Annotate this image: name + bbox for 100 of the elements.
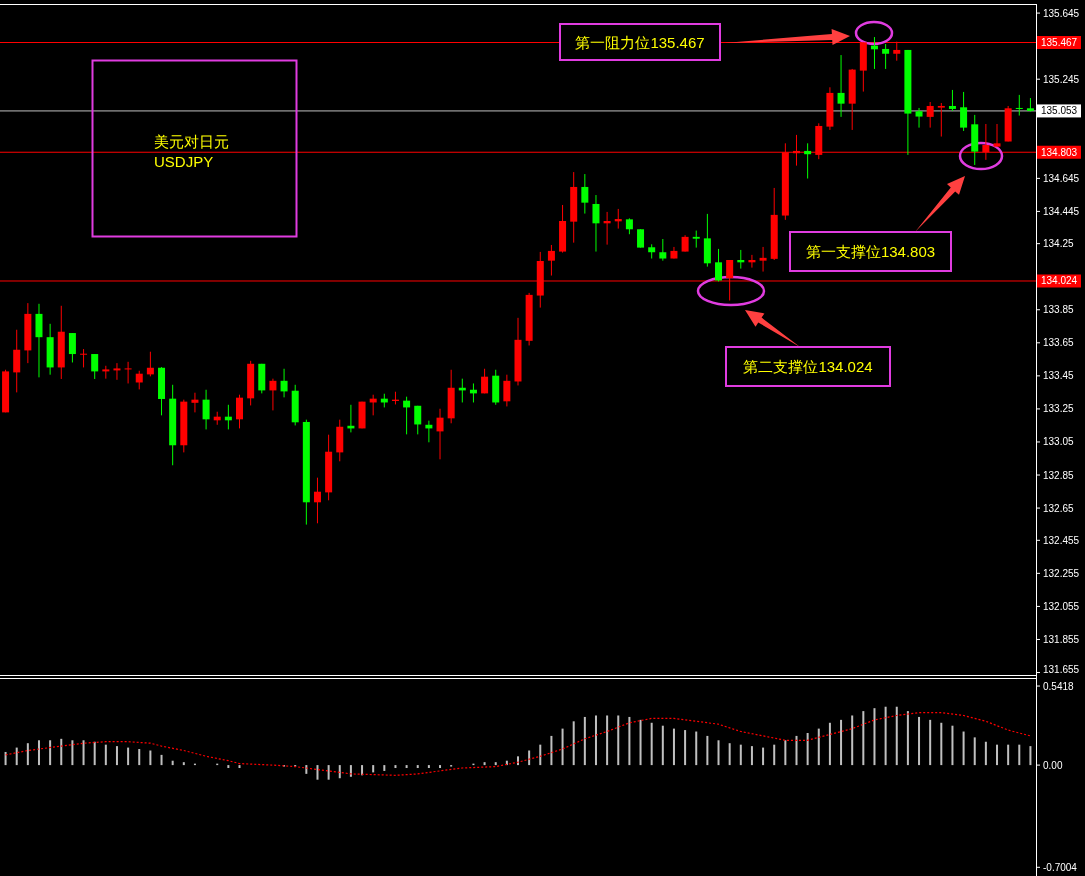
y-tick-label: 133.85 bbox=[1043, 304, 1075, 316]
y-tick-label: 133.05 bbox=[1043, 436, 1075, 448]
bar bbox=[617, 715, 620, 766]
y-tick-label: 132.65 bbox=[1043, 502, 1075, 514]
bar bbox=[416, 765, 419, 769]
candlestick bbox=[414, 405, 422, 435]
candlestick bbox=[91, 353, 99, 380]
bar bbox=[26, 743, 29, 766]
bar bbox=[594, 715, 597, 766]
bar bbox=[806, 732, 809, 766]
bar bbox=[15, 747, 18, 766]
bar bbox=[127, 747, 130, 766]
candlestick bbox=[269, 378, 277, 411]
y-tick-label: 131.655 bbox=[1043, 664, 1080, 675]
bar bbox=[71, 740, 74, 766]
candlestick bbox=[926, 101, 934, 129]
candlestick bbox=[882, 43, 890, 70]
bar bbox=[940, 722, 943, 766]
candlestick bbox=[191, 392, 199, 413]
bar bbox=[695, 731, 698, 766]
bar bbox=[550, 735, 553, 766]
candlestick bbox=[146, 351, 154, 377]
bar bbox=[895, 706, 898, 766]
candlestick bbox=[436, 408, 444, 460]
bar bbox=[383, 765, 386, 771]
bar bbox=[561, 728, 564, 766]
bar bbox=[918, 716, 921, 766]
y-tick-label: 134.645 bbox=[1043, 172, 1080, 184]
bar bbox=[338, 765, 341, 779]
bar bbox=[539, 744, 542, 766]
bar bbox=[606, 715, 609, 766]
bar bbox=[873, 708, 876, 766]
annotation: 第二支撑位134.024 bbox=[743, 358, 873, 375]
candlestick bbox=[960, 91, 968, 132]
bar bbox=[49, 740, 52, 766]
ref-line-label: 135.053 bbox=[1041, 105, 1078, 117]
candlestick bbox=[1015, 94, 1023, 117]
bar bbox=[238, 765, 241, 769]
title-box: 美元对日元 USDJPY bbox=[91, 59, 298, 238]
bar bbox=[138, 749, 141, 766]
bar bbox=[82, 740, 85, 766]
candlestick bbox=[592, 194, 600, 253]
bar bbox=[405, 765, 408, 769]
candlestick bbox=[837, 54, 845, 118]
y-tick-label: 132.255 bbox=[1043, 567, 1080, 579]
bar bbox=[1029, 746, 1032, 766]
bar bbox=[60, 738, 63, 766]
candlestick bbox=[13, 329, 21, 393]
bar bbox=[973, 737, 976, 766]
bar bbox=[884, 706, 887, 766]
y-tick-label: 133.45 bbox=[1043, 370, 1075, 382]
bar bbox=[851, 715, 854, 766]
bar bbox=[583, 716, 586, 766]
candlestick bbox=[637, 228, 645, 249]
bar bbox=[483, 762, 486, 766]
bar bbox=[739, 744, 742, 766]
annotation: 第一阻力位135.467 bbox=[575, 33, 705, 51]
bar bbox=[227, 765, 230, 769]
bar bbox=[1007, 744, 1010, 766]
bar bbox=[906, 711, 909, 766]
bar bbox=[650, 722, 653, 766]
annotation: 第一支撑位134.803 bbox=[805, 243, 936, 260]
y-tick-label: 135.245 bbox=[1043, 73, 1080, 85]
bar bbox=[795, 735, 798, 766]
candlestick bbox=[135, 370, 143, 390]
bar bbox=[672, 728, 675, 766]
bar bbox=[862, 711, 865, 766]
bar bbox=[661, 725, 664, 766]
bar bbox=[372, 765, 375, 773]
bar bbox=[182, 762, 185, 766]
y-tick-label: 134.25 bbox=[1043, 238, 1075, 250]
candlestick bbox=[659, 238, 667, 262]
candlestick bbox=[481, 368, 489, 394]
y-tick-label: 133.65 bbox=[1043, 337, 1075, 349]
bar bbox=[104, 744, 107, 766]
y-tick-label: 132.055 bbox=[1043, 600, 1080, 612]
candlestick bbox=[202, 389, 210, 430]
bar bbox=[784, 740, 787, 766]
y-tick-label: 0.5418 bbox=[1043, 680, 1075, 692]
bar bbox=[706, 735, 709, 766]
bar bbox=[996, 744, 999, 766]
bar bbox=[494, 762, 497, 766]
y-tick-label: -0.7004 bbox=[1043, 861, 1078, 873]
bar bbox=[962, 731, 965, 766]
bar bbox=[93, 741, 96, 766]
candlestick bbox=[113, 362, 121, 381]
bar bbox=[773, 744, 776, 766]
bar bbox=[361, 765, 364, 776]
y-tick-label: 133.25 bbox=[1043, 403, 1075, 415]
bar bbox=[316, 765, 319, 780]
bar bbox=[149, 750, 152, 766]
bar bbox=[750, 746, 753, 766]
bar bbox=[628, 716, 631, 766]
candlestick bbox=[68, 332, 76, 363]
bar bbox=[427, 765, 430, 769]
ref-line-label: 134.024 bbox=[1041, 275, 1078, 287]
bar bbox=[728, 743, 731, 766]
line-series bbox=[5, 712, 1031, 776]
bar bbox=[4, 751, 7, 766]
ref-line-label: 134.803 bbox=[1041, 146, 1078, 158]
